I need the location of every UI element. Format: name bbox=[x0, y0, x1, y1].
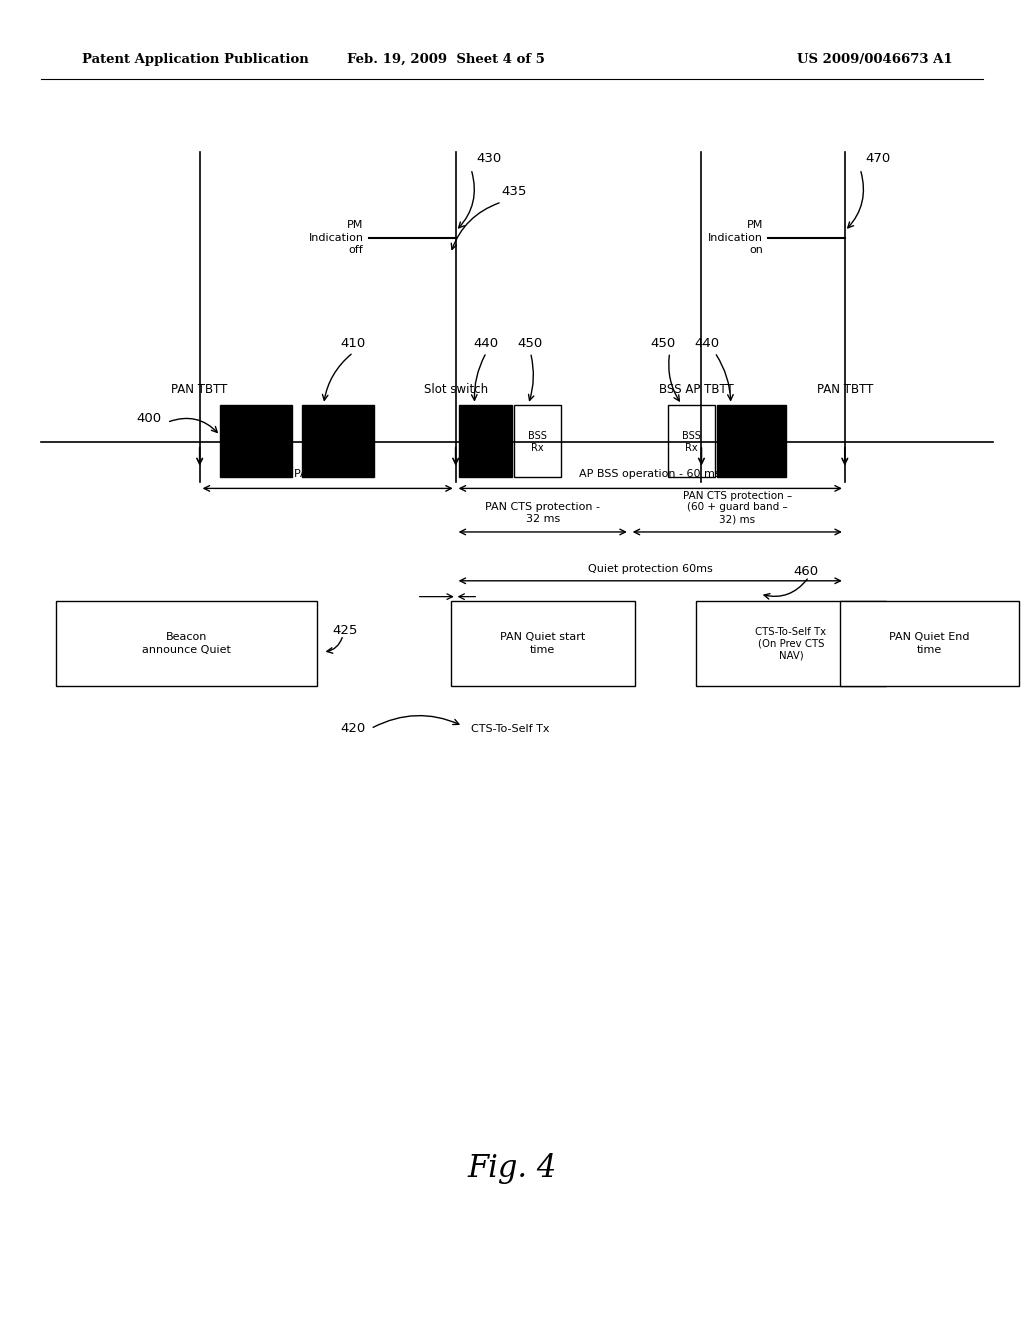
Text: 420: 420 bbox=[340, 722, 366, 735]
Text: BSS
Rx: BSS Rx bbox=[528, 432, 547, 453]
Bar bbox=[696, 601, 886, 686]
Text: 440: 440 bbox=[474, 337, 499, 350]
Text: PAN CTS protection –
(60 + guard band –
32) ms: PAN CTS protection – (60 + guard band – … bbox=[683, 491, 792, 524]
Bar bbox=[840, 601, 1019, 686]
Text: Patent Application Publication: Patent Application Publication bbox=[82, 53, 308, 66]
Text: PAN CTS protection -
32 ms: PAN CTS protection - 32 ms bbox=[485, 503, 600, 524]
Text: PAN Quiet End
time: PAN Quiet End time bbox=[889, 632, 970, 655]
Text: PAN TBTT: PAN TBTT bbox=[171, 383, 228, 396]
Text: 425: 425 bbox=[333, 624, 358, 638]
Text: PM
Indication
on: PM Indication on bbox=[708, 220, 763, 255]
Bar bbox=[220, 404, 292, 477]
Text: CTS-To-Self Tx
(On Prev CTS
NAV): CTS-To-Self Tx (On Prev CTS NAV) bbox=[756, 627, 826, 660]
Text: CTS-To-Self Tx: CTS-To-Self Tx bbox=[471, 723, 550, 734]
Text: 435: 435 bbox=[502, 185, 527, 198]
Text: PAN Quiet start
time: PAN Quiet start time bbox=[500, 632, 586, 655]
Text: US 2009/0046673 A1: US 2009/0046673 A1 bbox=[797, 53, 952, 66]
Text: BSS
Rx: BSS Rx bbox=[682, 432, 700, 453]
Bar bbox=[56, 601, 317, 686]
Text: 470: 470 bbox=[865, 152, 891, 165]
Text: 430: 430 bbox=[476, 152, 502, 165]
Text: Feb. 19, 2009  Sheet 4 of 5: Feb. 19, 2009 Sheet 4 of 5 bbox=[346, 53, 545, 66]
Text: PAN TBTT: PAN TBTT bbox=[816, 383, 873, 396]
Bar bbox=[514, 404, 561, 477]
Text: 440: 440 bbox=[694, 337, 719, 350]
Bar bbox=[459, 404, 512, 477]
Text: Beacon
announce Quiet: Beacon announce Quiet bbox=[142, 632, 231, 655]
Text: BSS AP TBTT: BSS AP TBTT bbox=[659, 383, 733, 396]
Bar bbox=[668, 404, 715, 477]
Text: 400: 400 bbox=[136, 412, 161, 425]
Bar bbox=[451, 601, 635, 686]
Text: 460: 460 bbox=[794, 565, 819, 578]
Bar bbox=[302, 404, 374, 477]
Text: Fig. 4: Fig. 4 bbox=[467, 1152, 557, 1184]
Text: 450: 450 bbox=[650, 337, 675, 350]
Text: 450: 450 bbox=[518, 337, 543, 350]
Text: 410: 410 bbox=[341, 337, 366, 350]
Text: PAN - 40 ms: PAN - 40 ms bbox=[294, 469, 361, 479]
Text: PM
Indication
off: PM Indication off bbox=[308, 220, 364, 255]
Text: Quiet protection 60ms: Quiet protection 60ms bbox=[588, 564, 713, 574]
Text: AP BSS operation - 60 ms: AP BSS operation - 60 ms bbox=[580, 469, 721, 479]
Bar bbox=[717, 404, 786, 477]
Text: Slot switch: Slot switch bbox=[424, 383, 487, 396]
